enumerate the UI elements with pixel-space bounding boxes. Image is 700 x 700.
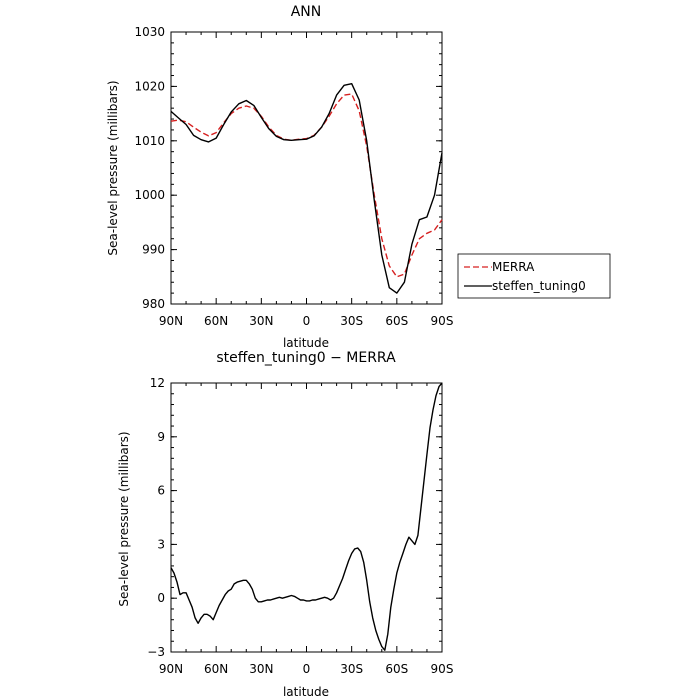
legend: MERRA steffen_tuning0: [457, 253, 611, 299]
plot-frame: [170, 382, 443, 653]
x-tick-label: 60N: [204, 662, 228, 676]
x-tick-label: 30N: [249, 662, 273, 676]
x-tick-label: 90S: [431, 314, 454, 328]
x-tick-label: 0: [303, 314, 311, 328]
x-tick-label: 0: [303, 662, 311, 676]
series-line-steffen-tuning0: [170, 83, 443, 294]
x-tick-label: 90N: [159, 662, 183, 676]
sea-level-pressure-panel: ANN Sea-level pressure (millibars) latit…: [106, 4, 453, 350]
plot-frame: [170, 31, 443, 305]
x-tick-label: 30S: [340, 314, 363, 328]
y-tick-label: 0: [157, 591, 165, 605]
legend-label-merra: MERRA: [492, 260, 535, 274]
x-tick-label: 30S: [340, 662, 363, 676]
x-axis-label: latitude: [283, 336, 329, 350]
difference-line: [170, 382, 443, 651]
x-tick-label: 60N: [204, 314, 228, 328]
x-axis-label: latitude: [283, 685, 329, 699]
y-axis-label: Sea-level pressure (millibars): [106, 80, 120, 255]
series-line-merra: [170, 93, 443, 278]
y-tick-label: −3: [147, 645, 165, 659]
y-tick-label: 990: [142, 243, 165, 257]
y-axis-label: Sea-level pressure (millibars): [117, 431, 131, 606]
y-tick-label: 1020: [134, 79, 165, 93]
y-tick-label: 3: [157, 537, 165, 551]
chart-title: ANN: [291, 4, 322, 20]
difference-panel: steffen_tuning0 − MERRA Sea-level pressu…: [117, 350, 453, 699]
x-tick-label: 60S: [385, 314, 408, 328]
y-tick-label: 980: [142, 297, 165, 311]
y-tick-label: 1000: [134, 188, 165, 202]
y-tick-label: 1030: [134, 25, 165, 39]
legend-box: [457, 253, 611, 299]
y-tick-label: 6: [157, 484, 165, 498]
chart-title: steffen_tuning0 − MERRA: [216, 350, 396, 366]
x-tick-label: 90S: [431, 662, 454, 676]
y-tick-label: 9: [157, 430, 165, 444]
legend-label-steffen-tuning0: steffen_tuning0: [492, 279, 586, 293]
x-tick-label: 60S: [385, 662, 408, 676]
y-tick-label: 12: [150, 376, 165, 390]
x-tick-label: 90N: [159, 314, 183, 328]
y-tick-label: 1010: [134, 134, 165, 148]
x-tick-label: 30N: [249, 314, 273, 328]
